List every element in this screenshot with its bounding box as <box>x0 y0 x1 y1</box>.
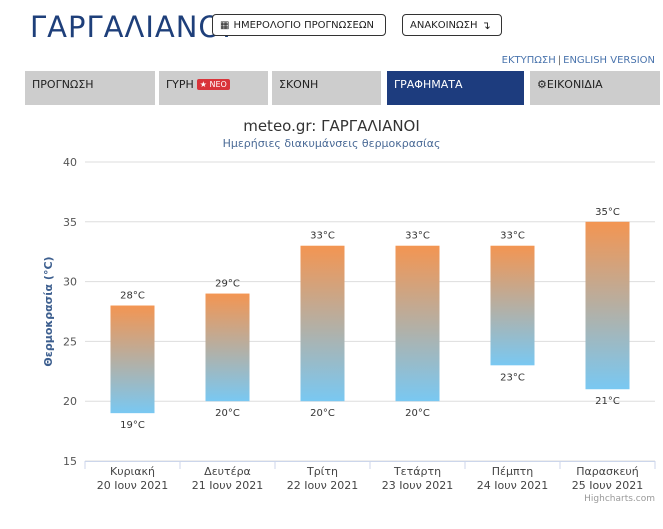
announcement-button[interactable]: ΑΝΑΚΟΙΝΩΣΗ ↴ <box>402 14 502 36</box>
tab-pollen-label: ΓΥΡΗ <box>166 78 194 91</box>
print-link[interactable]: ΕΚΤΥΠΩΣΗ <box>501 55 556 66</box>
x-tick-label-date: 24 Ιουν 2021 <box>477 479 548 492</box>
tab-dust-label: ΣΚΟΝΗ <box>279 78 319 91</box>
x-tick-label-day: Πέμπτη <box>492 465 533 478</box>
x-tick-label-date: 21 Ιουν 2021 <box>192 479 263 492</box>
new-badge: ★ ΝΕΟ <box>196 79 230 90</box>
high-value-label: 35°C <box>595 207 620 218</box>
tab-dust[interactable]: ΣΚΟΝΗ <box>272 71 381 105</box>
x-tick-label-day: Τετάρτη <box>393 465 441 478</box>
temperature-bar <box>395 245 440 402</box>
high-value-label: 28°C <box>120 291 145 302</box>
y-tick-label: 30 <box>63 276 77 289</box>
temperature-bar <box>490 245 535 366</box>
temperature-bar <box>205 293 250 402</box>
y-tick-label: 40 <box>63 156 77 169</box>
low-value-label: 20°C <box>310 408 335 419</box>
low-value-label: 20°C <box>215 408 240 419</box>
tab-charts[interactable]: ΓΡΑΦΗΜΑΤΑ <box>387 71 524 105</box>
x-tick-label-day: Κυριακή <box>110 465 155 478</box>
star-icon: ★ <box>199 80 207 89</box>
arrow-down-icon: ↴ <box>481 18 491 32</box>
tab-icons-label: ΕΙΚΟΝΙΔΙΑ <box>546 78 603 91</box>
x-tick-label-date: 20 Ιουν 2021 <box>97 479 168 492</box>
low-value-label: 20°C <box>405 408 430 419</box>
top-links: ΕΚΤΥΠΩΣΗ | ENGLISH VERSION <box>502 55 655 66</box>
x-tick-label-date: 23 Ιουν 2021 <box>382 479 453 492</box>
tab-forecast-label: ΠΡΟΓΝΩΣΗ <box>32 78 94 91</box>
chart-title: meteo.gr: ΓΑΡΓΑΛΙΑΝΟΙ <box>243 117 420 135</box>
x-tick-label-day: Δευτέρα <box>204 465 251 478</box>
high-value-label: 29°C <box>215 279 240 290</box>
chart-subtitle: Ημερήσιες διακυμάνσεις θερμοκρασίας <box>222 137 441 150</box>
tab-forecast[interactable]: ΠΡΟΓΝΩΣΗ <box>25 71 155 105</box>
low-value-label: 19°C <box>120 420 145 431</box>
x-tick-label-day: Παρασκευή <box>576 465 639 478</box>
link-separator: | <box>557 55 562 66</box>
english-version-link[interactable]: ENGLISH VERSION <box>563 55 655 66</box>
forecast-calendar-button[interactable]: ▦ ΗΜΕΡΟΛΟΓΙΟ ΠΡΟΓΝΩΣΕΩΝ <box>212 14 386 36</box>
low-value-label: 21°C <box>595 396 620 407</box>
y-axis-title: Θερμοκρασία (°C) <box>42 256 55 366</box>
y-tick-label: 20 <box>63 395 77 408</box>
high-value-label: 33°C <box>500 231 525 242</box>
y-tick-label: 25 <box>63 335 77 348</box>
low-value-label: 23°C <box>500 372 525 383</box>
announcement-label: ΑΝΑΚΟΙΝΩΣΗ <box>410 19 478 31</box>
x-tick-label-date: 25 Ιουν 2021 <box>572 479 643 492</box>
calendar-icon: ▦ <box>220 19 230 31</box>
high-value-label: 33°C <box>405 231 430 242</box>
x-tick-label-day: Τρίτη <box>306 465 338 478</box>
tab-pollen[interactable]: ΓΥΡΗ ★ ΝΕΟ <box>159 71 268 105</box>
tab-bar: ΠΡΟΓΝΩΣΗ ΓΥΡΗ ★ ΝΕΟ ΣΚΟΝΗ ΓΡΑΦΗΜΑΤΑ ⚙ΕΙΚΟ… <box>25 71 660 105</box>
x-tick-label-date: 22 Ιουν 2021 <box>287 479 358 492</box>
y-tick-label: 35 <box>63 216 77 229</box>
y-tick-label: 15 <box>63 455 77 468</box>
tab-icons[interactable]: ⚙ΕΙΚΟΝΙΔΙΑ <box>530 71 660 105</box>
tab-charts-label: ΓΡΑΦΗΜΑΤΑ <box>394 78 463 91</box>
page-title: ΓΑΡΓΑΛΙΑΝΟΙ <box>30 10 232 44</box>
temperature-bar <box>300 245 345 402</box>
temperature-bar <box>110 305 155 414</box>
highcharts-credits[interactable]: Highcharts.com <box>584 494 655 504</box>
temperature-bar <box>585 221 630 390</box>
gear-icon: ⚙ <box>537 78 547 91</box>
high-value-label: 33°C <box>310 231 335 242</box>
forecast-calendar-label: ΗΜΕΡΟΛΟΓΙΟ ΠΡΟΓΝΩΣΕΩΝ <box>233 19 374 31</box>
new-badge-label: ΝΕΟ <box>209 80 227 89</box>
